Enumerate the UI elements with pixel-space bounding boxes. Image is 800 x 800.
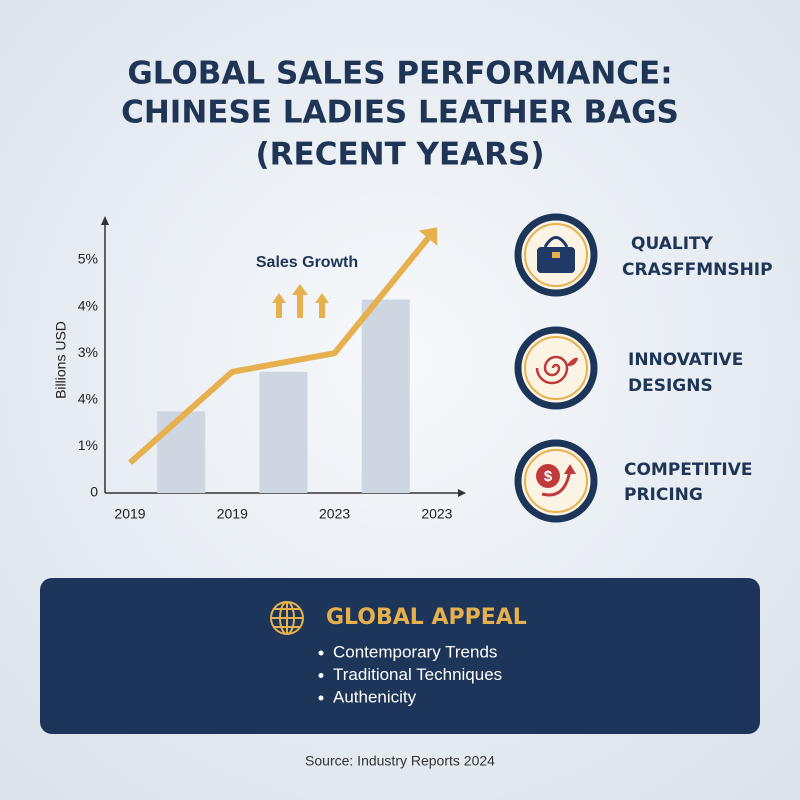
source: Source: Industry Reports 2024	[305, 753, 495, 769]
bullet	[318, 673, 324, 678]
annotation: Sales Growth	[256, 254, 358, 271]
feature-label: COMPETITIVE	[624, 460, 753, 480]
svg-text:$: $	[544, 468, 553, 485]
panel	[40, 578, 760, 734]
growth-arrows	[272, 284, 329, 318]
bullet	[318, 695, 324, 701]
feature-label: QUALITY	[631, 234, 714, 254]
y-tick-label: 1%	[78, 437, 98, 453]
x-tick-label: 2019	[114, 506, 145, 522]
x-tick-label: 2023	[319, 506, 350, 522]
title-line: CHINESE LADIES LEATHER BAGS	[121, 95, 679, 131]
bar	[157, 411, 206, 493]
title-line: (RECENT YEARS)	[255, 137, 544, 173]
y-tick-label: 5%	[78, 251, 98, 267]
panel-item: Contemporary Trends	[333, 642, 497, 661]
globe-icon	[270, 601, 304, 635]
y-tick-label: 4%	[78, 390, 98, 406]
feature-label: INNOVATIVE	[628, 350, 743, 370]
panel-item: Traditional Techniques	[333, 665, 502, 684]
y-axis-label: Billions USD	[53, 321, 69, 399]
bar	[361, 299, 410, 493]
axis-arrow	[101, 216, 109, 225]
sales-line	[128, 236, 431, 465]
x-tick-label: 2023	[421, 506, 452, 522]
feature-label: PRICING	[624, 485, 703, 505]
feature-label: DESIGNS	[628, 376, 713, 396]
bar	[259, 371, 308, 493]
y-tick-label: 0	[90, 484, 98, 500]
y-tick-label: 4%	[78, 297, 98, 313]
panel-item: Authenicity	[333, 687, 417, 706]
line-arrowhead	[418, 227, 438, 246]
feature-label: CRASFFMNSHIP	[622, 260, 773, 280]
y-tick-label: 3%	[78, 344, 98, 360]
x-tick-label: 2019	[217, 506, 248, 522]
bullet	[318, 650, 324, 656]
feature-icons: $	[514, 213, 598, 523]
panel-heading: GLOBAL APPEAL	[326, 605, 527, 630]
title-line: GLOBAL SALES PERFORMANCE:	[127, 56, 672, 92]
axis-arrow	[458, 489, 466, 497]
